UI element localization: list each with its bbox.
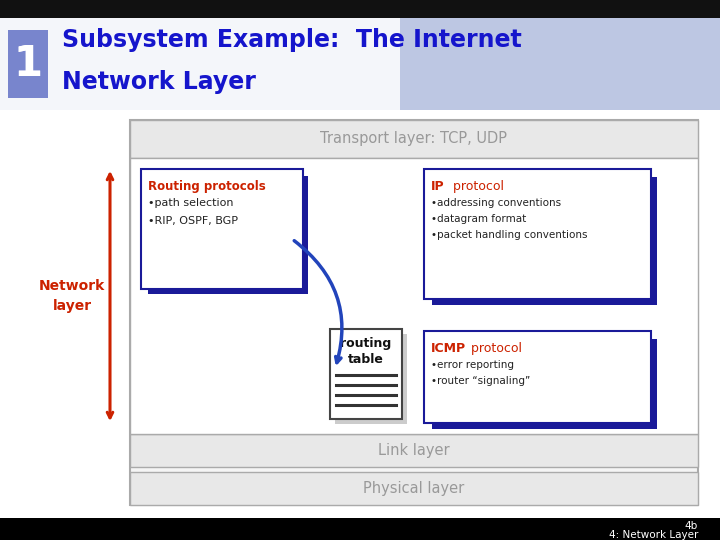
FancyBboxPatch shape [424,169,651,299]
FancyBboxPatch shape [141,169,303,289]
FancyBboxPatch shape [0,18,400,110]
FancyBboxPatch shape [130,120,698,505]
Text: Network
layer: Network layer [39,279,105,313]
Text: 4: Network Layer: 4: Network Layer [608,530,698,540]
Text: •packet handling conventions: •packet handling conventions [431,230,588,240]
Text: 1: 1 [14,43,42,85]
Text: routing
table: routing table [341,337,392,366]
Text: Physical layer: Physical layer [364,481,464,496]
FancyBboxPatch shape [130,434,698,467]
Text: IP: IP [431,180,445,193]
FancyBboxPatch shape [432,339,657,429]
FancyBboxPatch shape [148,176,308,294]
Text: 1: 1 [14,43,42,85]
Text: ICMP: ICMP [431,342,466,355]
FancyBboxPatch shape [432,177,657,305]
FancyBboxPatch shape [0,110,720,518]
Text: •addressing conventions: •addressing conventions [431,198,561,208]
Text: •router “signaling”: •router “signaling” [431,376,530,386]
Text: •datagram format: •datagram format [431,214,526,224]
Text: protocol: protocol [467,342,522,355]
Text: protocol: protocol [449,180,504,193]
FancyBboxPatch shape [130,120,698,158]
Text: Subsystem Example:  The Internet: Subsystem Example: The Internet [62,28,522,52]
FancyBboxPatch shape [0,0,720,18]
FancyBboxPatch shape [335,334,407,424]
FancyBboxPatch shape [0,518,720,540]
Text: 4b: 4b [685,521,698,531]
Text: Routing protocols: Routing protocols [148,180,266,193]
FancyBboxPatch shape [130,472,698,505]
Text: •error reporting: •error reporting [431,360,514,370]
FancyBboxPatch shape [130,158,698,434]
FancyBboxPatch shape [424,331,651,423]
Text: •path selection: •path selection [148,198,233,208]
Text: Network Layer: Network Layer [62,70,256,94]
Text: Transport layer: TCP, UDP: Transport layer: TCP, UDP [320,132,508,146]
FancyBboxPatch shape [8,30,48,98]
Text: •RIP, OSPF, BGP: •RIP, OSPF, BGP [148,216,238,226]
FancyBboxPatch shape [0,18,720,110]
Text: Link layer: Link layer [378,443,450,458]
FancyBboxPatch shape [330,329,402,419]
